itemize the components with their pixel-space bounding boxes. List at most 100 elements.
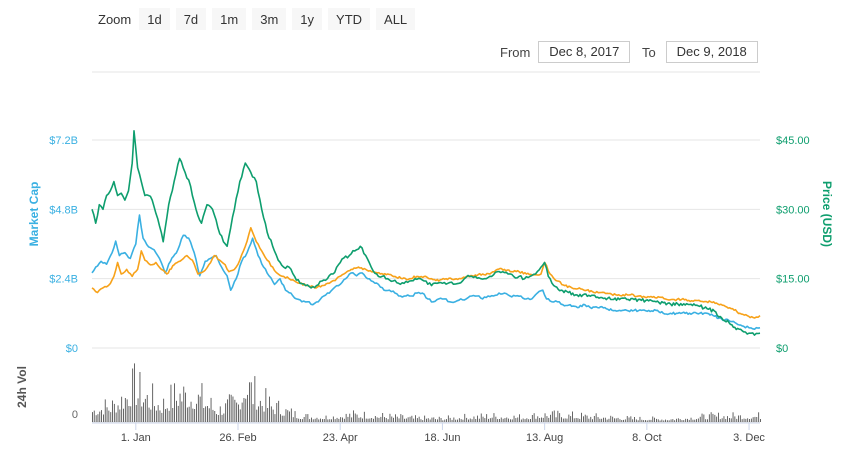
volume-bar <box>632 419 634 422</box>
volume-bar <box>424 415 426 422</box>
volume-bar <box>586 415 588 422</box>
volume-bar <box>730 418 732 422</box>
volume-bar <box>729 418 730 422</box>
volume-bar <box>499 419 500 422</box>
volume-bar <box>688 419 690 422</box>
volume-bar <box>323 419 325 422</box>
volume-bar <box>603 417 604 422</box>
volume-bar <box>437 419 438 422</box>
range-to-input[interactable]: Dec 9, 2018 <box>665 41 758 63</box>
volume-bar <box>473 416 475 422</box>
volume-bar <box>225 403 227 422</box>
volume-bar <box>294 411 296 422</box>
volume-bar <box>624 419 626 422</box>
volume-bar <box>146 395 148 422</box>
x-tick-label: 1. Jan <box>121 432 151 444</box>
volume-bar <box>402 415 404 422</box>
volume-bar <box>101 410 102 422</box>
volume-bar <box>342 417 343 422</box>
volume-bar <box>712 413 714 422</box>
zoom-ytd-button[interactable]: YTD <box>328 8 371 30</box>
volume-bar <box>610 415 612 422</box>
volume-bar <box>511 419 513 422</box>
volume-bar <box>471 419 473 422</box>
volume-bar <box>199 396 201 422</box>
zoom-1y-button[interactable]: 1y <box>292 8 323 30</box>
volume-bar <box>510 419 511 422</box>
volume-bar <box>179 393 181 422</box>
volume-bar <box>281 415 283 422</box>
volume-bar <box>203 408 205 422</box>
range-from-input[interactable]: Dec 8, 2017 <box>538 41 631 63</box>
volume-bar <box>579 418 581 422</box>
zoom-7d-button[interactable]: 7d <box>175 8 207 30</box>
volume-bar <box>144 398 146 422</box>
volume-bar <box>663 420 665 422</box>
volume-bar <box>415 415 416 422</box>
volume-bar <box>185 392 186 422</box>
volume-bar <box>508 418 509 422</box>
volume-bar <box>228 394 230 422</box>
volume-bar <box>93 410 95 422</box>
volume-bar <box>362 418 363 422</box>
volume-bar <box>561 417 562 422</box>
zoom-3m-button[interactable]: 3m <box>252 8 287 30</box>
volume-bar <box>606 419 608 422</box>
volume-bar <box>252 404 254 422</box>
volume-bar <box>650 419 652 422</box>
volume-bar <box>108 410 110 422</box>
volume-bar <box>738 415 739 422</box>
volume-bar <box>699 416 701 422</box>
volume-bar <box>701 413 703 422</box>
volume-bar <box>212 409 214 422</box>
volume-bar <box>196 403 197 422</box>
volume-bar <box>128 406 130 422</box>
volume-bar <box>546 416 548 422</box>
volume-bar <box>311 417 312 422</box>
volume-bar <box>159 410 161 422</box>
volume-bar <box>522 418 524 422</box>
volume-bar <box>396 416 398 422</box>
price-series-line <box>91 130 761 336</box>
volume-bar <box>531 415 533 422</box>
volume-bar <box>446 419 447 422</box>
volume-bar <box>236 402 238 422</box>
volume-bar <box>207 406 208 422</box>
zoom-1d-button[interactable]: 1d <box>139 8 170 30</box>
zoom-1m-button[interactable]: 1m <box>212 8 247 30</box>
volume-bar <box>376 417 378 422</box>
volume-bar <box>411 415 413 422</box>
volume-bar <box>617 417 619 422</box>
volume-bar <box>683 420 685 422</box>
volume-bar <box>469 418 471 422</box>
x-tick-label: 13. Aug <box>526 432 563 444</box>
volume-bar <box>269 396 270 422</box>
volume-bar <box>572 411 573 422</box>
volume-bar <box>526 418 528 422</box>
volume-bar <box>723 416 725 422</box>
volume-bar <box>393 417 394 422</box>
volume-bar <box>358 417 360 422</box>
volume-bar <box>506 417 508 422</box>
volume-bar <box>413 418 415 422</box>
volume-bar <box>703 414 705 422</box>
volume-bar <box>551 411 553 422</box>
volume-bar <box>250 382 252 422</box>
volume-bar <box>608 418 610 422</box>
volume-bar <box>707 419 708 422</box>
volume-bar <box>345 413 347 422</box>
volume-bar <box>750 418 752 422</box>
volume-bar <box>389 413 391 422</box>
volume-bar <box>641 419 643 422</box>
volume-bar <box>557 410 559 422</box>
volume-bar <box>163 398 165 422</box>
volume-bar <box>438 416 440 422</box>
volume-bar <box>194 409 196 422</box>
volume-bar <box>155 410 157 422</box>
volume-bar <box>99 411 101 422</box>
volume-bar <box>92 412 93 422</box>
volume-bar <box>482 416 484 422</box>
volume-bar <box>243 398 245 422</box>
zoom-all-button[interactable]: ALL <box>376 8 416 30</box>
